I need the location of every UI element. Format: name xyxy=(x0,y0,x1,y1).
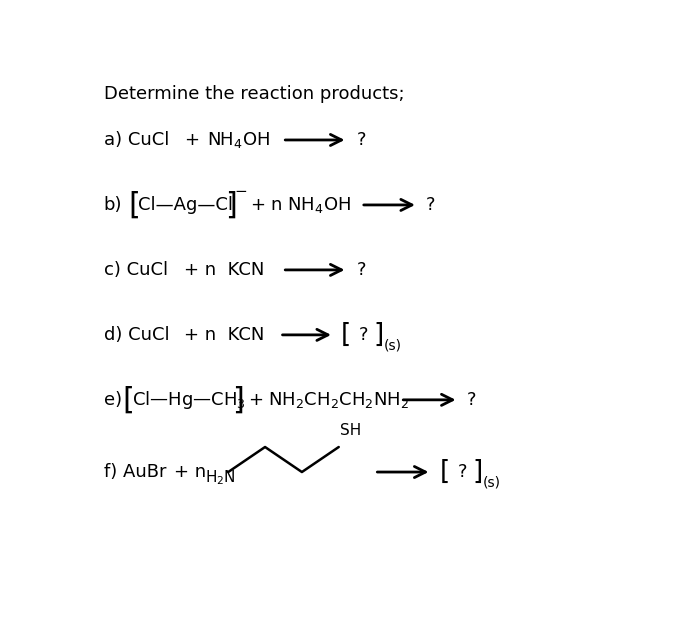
Text: ]: ] xyxy=(472,459,482,485)
Text: +: + xyxy=(184,131,199,149)
Text: + n: + n xyxy=(174,463,206,481)
Text: (s): (s) xyxy=(384,339,402,352)
Text: [: [ xyxy=(440,459,449,485)
Text: Cl—Hg—CH$_3$: Cl—Hg—CH$_3$ xyxy=(132,389,246,411)
Text: ]: ] xyxy=(226,191,238,219)
Text: [: [ xyxy=(128,191,140,219)
Text: H$_2$N: H$_2$N xyxy=(206,469,236,487)
Text: + n  KCN: + n KCN xyxy=(184,261,264,279)
Text: ?: ? xyxy=(357,261,367,279)
Text: NH$_4$OH: NH$_4$OH xyxy=(207,130,270,150)
Text: d) CuCl: d) CuCl xyxy=(103,326,169,344)
Text: e): e) xyxy=(103,391,122,409)
Text: + n NH$_4$OH: + n NH$_4$OH xyxy=(250,195,351,215)
Text: + NH$_2$CH$_2$CH$_2$NH$_2$: + NH$_2$CH$_2$CH$_2$NH$_2$ xyxy=(248,390,409,410)
Text: −: − xyxy=(235,184,247,199)
Text: SH: SH xyxy=(340,423,361,438)
Text: f) AuBr: f) AuBr xyxy=(103,463,166,481)
Text: c) CuCl: c) CuCl xyxy=(103,261,168,279)
Text: ?: ? xyxy=(426,196,435,214)
Text: Cl—Ag—Cl: Cl—Ag—Cl xyxy=(138,196,233,214)
Text: [: [ xyxy=(341,322,351,348)
Text: ?: ? xyxy=(359,326,368,344)
Text: ?: ? xyxy=(467,391,476,409)
Text: Determine the reaction products;: Determine the reaction products; xyxy=(103,85,404,103)
Text: ]: ] xyxy=(232,386,244,414)
Text: (s): (s) xyxy=(483,476,501,489)
Text: + n  KCN: + n KCN xyxy=(184,326,264,344)
Text: b): b) xyxy=(103,196,122,214)
Text: a) CuCl: a) CuCl xyxy=(103,131,169,149)
Text: ]: ] xyxy=(373,322,384,348)
Text: [: [ xyxy=(122,386,134,414)
Text: ?: ? xyxy=(457,463,467,481)
Text: ?: ? xyxy=(357,131,367,149)
